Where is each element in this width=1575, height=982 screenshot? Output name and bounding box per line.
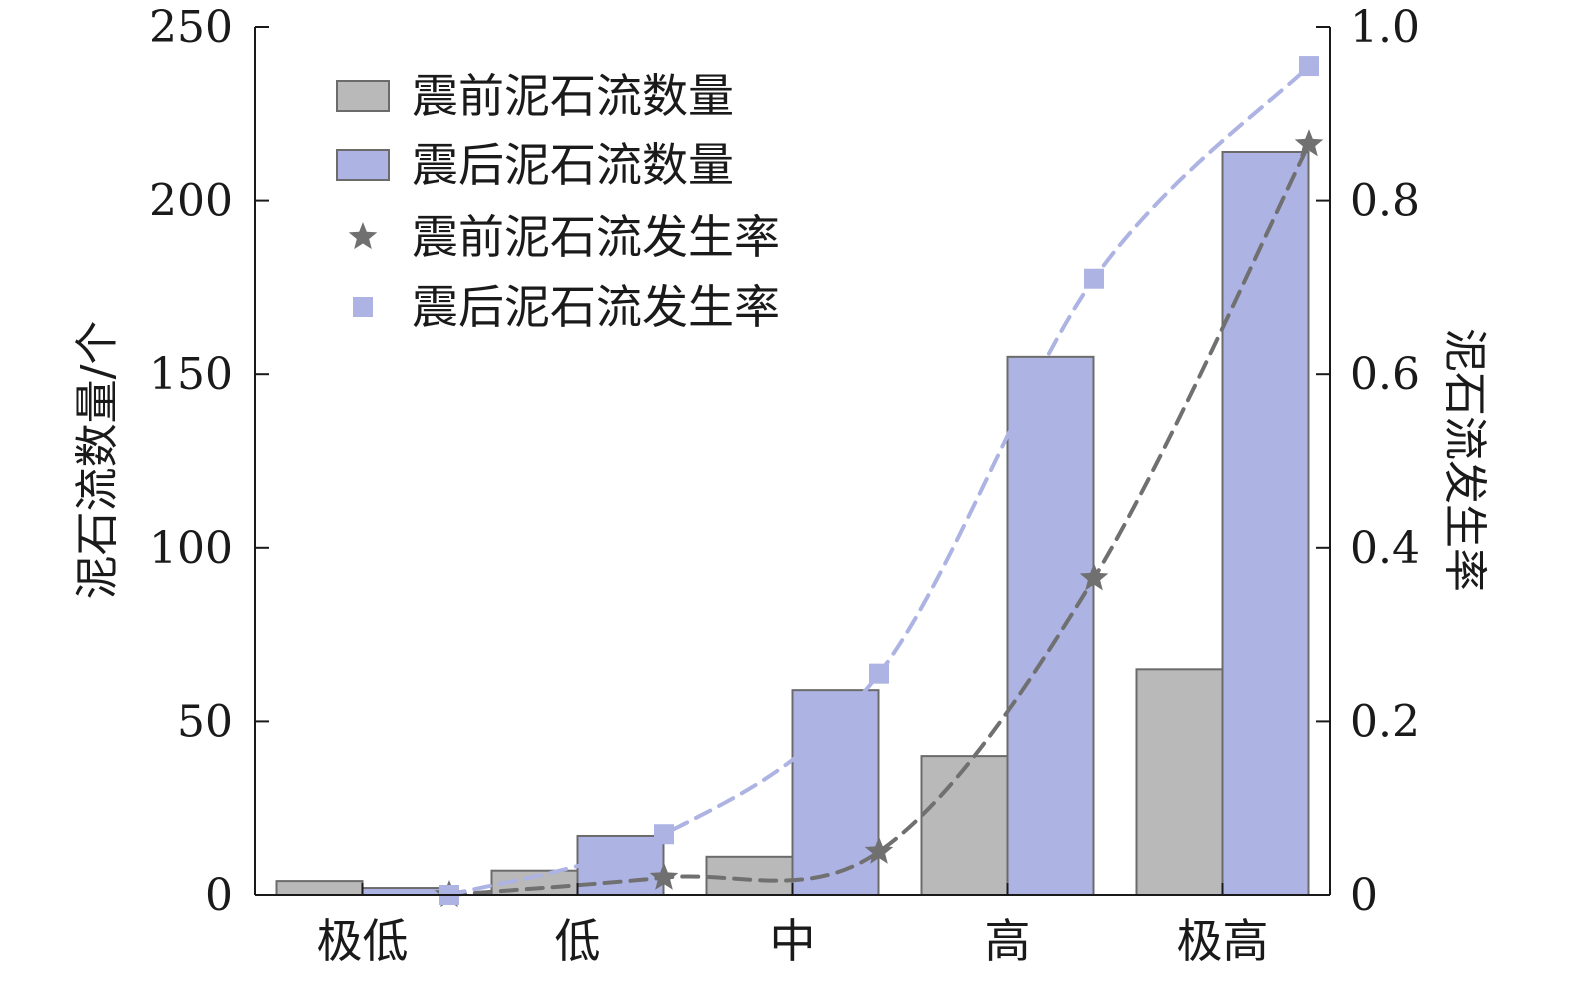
- rate-point-pre-quake-1: [649, 862, 679, 890]
- bar-post-quake-3: [1006, 355, 1095, 896]
- y-right-tick-label-5: 1.0: [1350, 2, 1420, 53]
- rate-point-pre-quake-4: [1294, 129, 1324, 157]
- y-right-tick-label-3: 0.6: [1350, 349, 1420, 400]
- y-axis-right-title: 泥石流发生率: [1439, 328, 1490, 592]
- legend-swatch-3: [353, 297, 373, 317]
- rate-line-pre-quake: [447, 142, 1311, 897]
- y-left-tick-label-2: 100: [149, 523, 233, 574]
- x-tick-label-4: 极高: [1177, 914, 1269, 968]
- legend-label-3: 震后泥石流发生率: [412, 280, 780, 334]
- bar-pre-quake-3: [920, 755, 1009, 896]
- y-left-tick-label-4: 200: [149, 176, 233, 227]
- bar-pre-quake-4: [1135, 668, 1224, 896]
- bar-post-quake-0: [361, 887, 450, 897]
- y-right-tick-label-0: 0: [1350, 870, 1378, 921]
- x-tick-label-0: 极低: [317, 914, 409, 968]
- y-right-tick-label-4: 0.8: [1350, 176, 1420, 227]
- y-right-tick-label-2: 0.4: [1350, 523, 1420, 574]
- y-left-tick-label-1: 50: [177, 696, 233, 747]
- bar-pre-quake-0: [275, 880, 364, 896]
- legend-swatch-2: [348, 222, 378, 250]
- legend-label-0: 震前泥石流数量: [412, 69, 734, 123]
- rate-point-pre-quake-3: [1079, 563, 1109, 591]
- legend-label-2: 震前泥石流发生率: [412, 210, 780, 264]
- axes: 0 50 100 150 200 250 0 0.2 0.4 0.6 0.8 1.0 极低 低 中 高 极高: [149, 2, 1420, 968]
- x-tick-label-1: 低: [555, 914, 601, 968]
- legend-label-1: 震后泥石流数量: [412, 138, 734, 192]
- rate-point-post-quake-3: [1084, 268, 1104, 289]
- rate-line-post-quake: [447, 64, 1311, 897]
- x-tick-label-3: 高: [985, 914, 1031, 968]
- legend-swatch-0: [336, 80, 390, 112]
- legend-swatch-1: [336, 149, 390, 181]
- rate-point-pre-quake-2: [864, 836, 894, 864]
- rate-point-post-quake-4: [1299, 56, 1319, 77]
- x-tick-label-2: 中: [770, 914, 816, 968]
- rate-point-post-quake-1: [654, 824, 674, 845]
- y-left-tick-label-5: 250: [149, 2, 233, 53]
- y-left-tick-label-3: 150: [149, 349, 233, 400]
- y-axis-left-title: 泥石流数量/个: [72, 321, 123, 600]
- rate-point-post-quake-2: [869, 663, 889, 684]
- bar-post-quake-4: [1221, 150, 1310, 896]
- line-layer: [434, 56, 1324, 908]
- y-left-tick-label-0: 0: [205, 870, 233, 921]
- y-right-tick-label-1: 0.2: [1350, 696, 1420, 747]
